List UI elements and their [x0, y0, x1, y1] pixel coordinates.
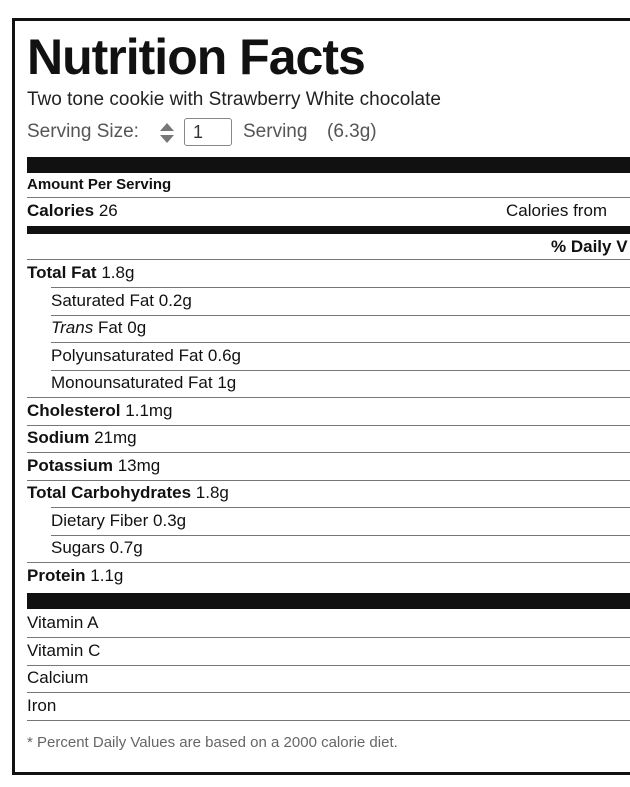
vitamin-row: Vitamin C [27, 640, 101, 660]
description: Two tone cookie with Strawberry White ch… [27, 89, 441, 110]
nutrient-amount: 1.8g [101, 263, 135, 282]
vitamin-row: Iron [27, 695, 57, 715]
calories-value: 26 [98, 201, 118, 220]
divider [27, 479, 630, 481]
nutrient-amount: 1.8g [195, 483, 229, 502]
nutrient-amount: 1.1mg [125, 400, 173, 420]
serving-quantity-input[interactable]: 1 [184, 118, 232, 146]
nutrient-amount: 1g [217, 373, 237, 392]
divider [27, 397, 630, 398]
medium-rule [27, 226, 630, 234]
title: Nutrition Facts [27, 29, 366, 85]
calories-row: Calories 26 [27, 201, 118, 221]
nutrient-row: Sugars 0.7g [51, 538, 143, 558]
divider [27, 197, 630, 198]
nutrient-row: Cholesterol 1.1mg [27, 401, 173, 421]
divider [51, 314, 630, 316]
nutrient-name: Sodium [27, 428, 90, 447]
nutrient-row: Polyunsaturated Fat 0.6g [51, 346, 241, 366]
nutrient-name: Fat [97, 318, 123, 337]
nutrient-amount: 0.7g [109, 538, 143, 557]
nutrient-row: Dietary Fiber 0.3g [51, 511, 186, 531]
nutrient-italic: Trans [51, 318, 94, 337]
divider [51, 342, 630, 343]
divider [27, 719, 630, 721]
nutrient-row: Monounsaturated Fat 1g [51, 373, 236, 393]
spinner-icon[interactable] [158, 121, 176, 145]
nutrient-row: Saturated Fat 0.2g [51, 291, 192, 311]
amount-per-serving: Amount Per Serving [27, 176, 172, 193]
divider [27, 259, 630, 260]
nutrient-amount: 1.1g [90, 565, 124, 585]
divider [27, 637, 630, 638]
nutrient-amount: 21mg [94, 428, 137, 447]
nutrient-name: Protein [27, 565, 86, 585]
nutrient-row: Potassium 13mg [27, 456, 160, 476]
nutrient-amount: 0.6g [207, 345, 241, 365]
daily-value-header: % Daily V [551, 237, 628, 256]
nutrient-name: Cholesterol [27, 400, 121, 420]
nutrient-name: Potassium [27, 455, 113, 475]
calories-label: Calories [27, 201, 95, 220]
calories-from: Calories from [506, 201, 608, 220]
divider [27, 692, 630, 693]
divider [51, 534, 630, 536]
thick-rule [27, 593, 630, 609]
divider [27, 562, 630, 563]
divider [51, 507, 630, 508]
divider [51, 287, 630, 288]
divider [27, 452, 630, 453]
nutrient-name: Total Fat [27, 263, 97, 282]
nutrient-amount: 13mg [117, 455, 161, 475]
nutrient-row: Total Fat 1.8g [27, 263, 134, 283]
nutrient-row: Trans Fat 0g [51, 318, 146, 338]
nutrient-name: Saturated Fat [51, 290, 155, 310]
nutrient-name: Dietary Fiber [51, 510, 149, 530]
nutrient-row: Sodium 21mg [27, 428, 137, 448]
nutrient-amount: 0g [127, 318, 147, 337]
nutrient-name: Total Carbohydrates [27, 483, 192, 502]
nutrient-row: Total Carbohydrates 1.8g [27, 483, 229, 503]
divider [27, 664, 630, 666]
divider [51, 369, 630, 371]
nutrient-name: Sugars [51, 538, 105, 557]
nutrient-name: Polyunsaturated Fat [51, 345, 204, 365]
nutrient-amount: 0.2g [158, 290, 192, 310]
nutrient-name: Monounsaturated Fat [51, 373, 213, 392]
thick-rule [27, 157, 630, 173]
nutrient-row: Protein 1.1g [27, 566, 123, 586]
label-border [12, 18, 630, 775]
serving-size-label: Serving Size: [27, 121, 139, 142]
vitamin-row: Vitamin A [27, 613, 99, 632]
divider [27, 424, 630, 426]
footnote: * Percent Daily Values are based on a 20… [27, 734, 398, 751]
nutrient-amount: 0.3g [153, 510, 187, 530]
vitamin-row: Calcium [27, 668, 89, 687]
serving-unit: Serving [243, 121, 308, 142]
serving-weight: (6.3g) [327, 121, 377, 142]
